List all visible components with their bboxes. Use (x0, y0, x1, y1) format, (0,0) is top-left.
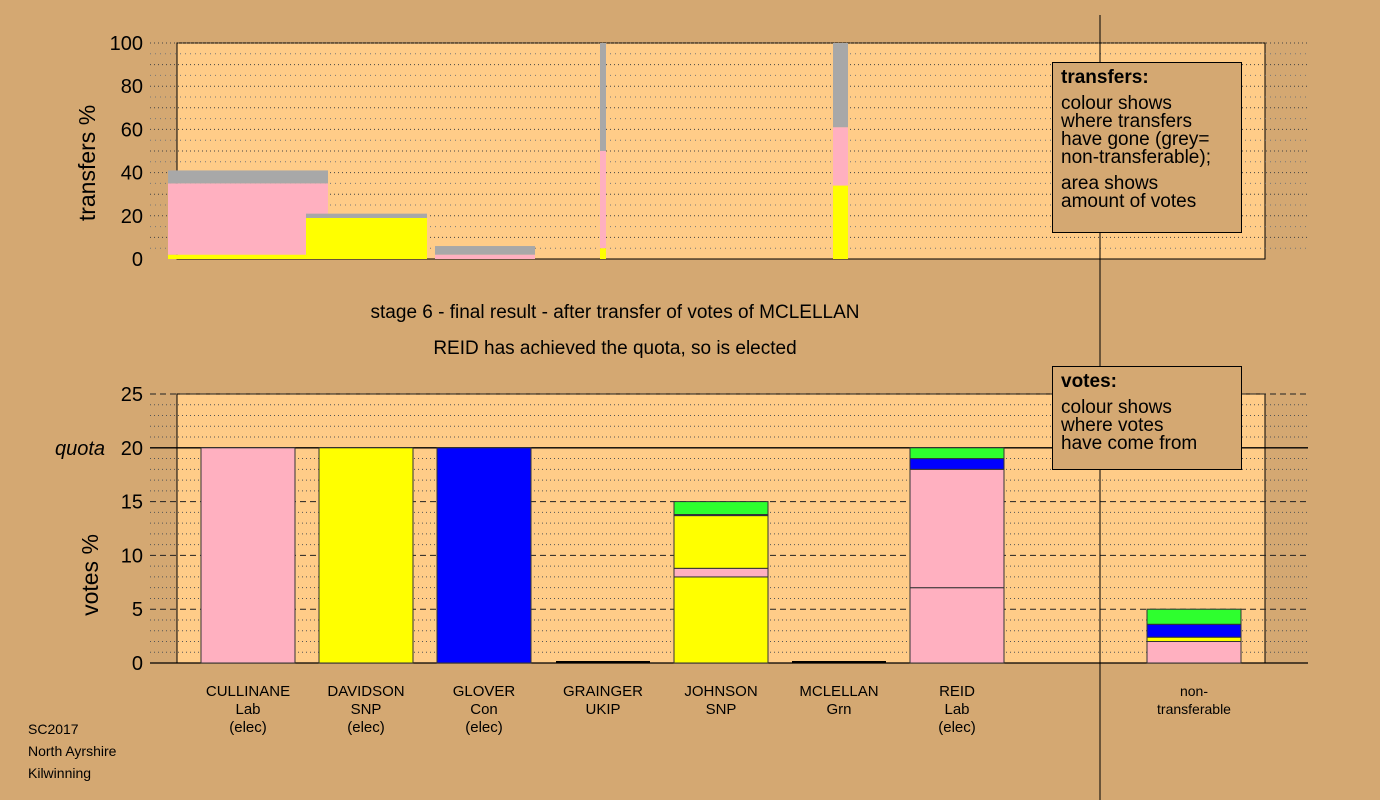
vote-segment-pink (909, 468, 1005, 589)
transfers-tick-label: 60 (121, 119, 143, 141)
votes-axis-label: votes % (77, 534, 103, 616)
candidate-label: SNP (706, 701, 737, 718)
votes-legend-line: colour shows (1061, 397, 1172, 418)
candidate-label: (elec) (465, 719, 503, 736)
vote-segment-pink (673, 567, 769, 578)
candidate-label: Lab (944, 701, 969, 718)
vote-segment-blue (436, 447, 532, 664)
ward-name: Kilwinning (28, 765, 92, 781)
result-caption: REID has achieved the quota, so is elect… (433, 338, 796, 359)
transfer-segment-yellow (833, 185, 848, 259)
candidate-label: JOHNSON (684, 683, 757, 700)
candidate-label: (elec) (938, 719, 976, 736)
vote-segment-pink (200, 447, 296, 664)
candidate-label: Lab (235, 701, 260, 718)
transfer-segment-pink (600, 151, 606, 249)
transfer-segment-yellow (168, 254, 328, 259)
transfer-segment-grey (168, 170, 328, 184)
transfers-tick-label: 0 (132, 249, 143, 271)
transfers-legend-title: transfers: (1061, 67, 1149, 88)
votes-legend-title: votes: (1061, 371, 1117, 392)
votes-legend: votes: colour shows where votes have com… (1052, 366, 1242, 470)
transfers-legend-line: non-transferable); (1061, 147, 1211, 168)
votes-legend-line: have come from (1061, 433, 1198, 454)
transfers-legend-line: where transfers (1061, 111, 1192, 132)
transfer-segment-pink (833, 127, 848, 186)
votes-tick-label: 5 (132, 599, 143, 621)
candidate-label: MCLELLAN (799, 683, 878, 700)
candidate-label: transferable (1157, 701, 1231, 717)
vote-segment-green (909, 447, 1005, 460)
council-name: North Ayrshire (28, 743, 117, 759)
transfers-axis-label: transfers % (74, 105, 100, 221)
quota-label: quota (55, 438, 105, 460)
candidate-label: (elec) (229, 719, 267, 736)
vote-segment-green (1146, 608, 1242, 625)
transfer-segment-grey (306, 213, 427, 218)
candidate-label: GRAINGER (563, 683, 643, 700)
vote-segment-yellow (1146, 636, 1242, 642)
election-code: SC2017 (28, 721, 79, 737)
vote-segment-pink (1146, 640, 1242, 664)
candidate-label: Grn (826, 701, 851, 718)
candidate-label: DAVIDSON (327, 683, 404, 700)
transfer-segment-yellow (600, 248, 606, 259)
candidate-label: (elec) (347, 719, 385, 736)
candidate-label: non- (1180, 683, 1208, 699)
candidate-label: SNP (351, 701, 382, 718)
vote-segment-yellow (318, 447, 414, 664)
candidate-label: GLOVER (453, 683, 516, 700)
transfers-legend-line: amount of votes (1061, 191, 1197, 212)
transfer-segment-grey (833, 43, 848, 128)
votes-tick-label: 25 (121, 384, 143, 406)
candidate-label: REID (939, 683, 975, 700)
transfers-legend-line: colour shows (1061, 93, 1172, 114)
votes-tick-label: 10 (121, 545, 143, 567)
candidate-label: Con (470, 701, 498, 718)
transfers-legend-line: have gone (grey= (1061, 129, 1210, 150)
transfers-tick-label: 80 (121, 76, 143, 98)
vote-segment-pink (909, 587, 1005, 664)
transfers-tick-label: 40 (121, 163, 143, 185)
votes-tick-label: 20 (121, 438, 143, 460)
transfers-legend: transfers: colour shows where transfers … (1052, 62, 1242, 233)
votes-tick-label: 0 (132, 653, 143, 675)
candidate-label: UKIP (585, 701, 620, 718)
vote-segment-yellow (673, 515, 769, 569)
vote-segment-green (673, 501, 769, 516)
candidate-label: CULLINANE (206, 683, 290, 700)
transfer-segment-grey (435, 246, 535, 255)
transfer-segment-grey (600, 43, 606, 151)
transfer-segment-yellow (306, 217, 427, 259)
stage-caption: stage 6 - final result - after transfer … (371, 302, 860, 323)
votes-tick-label: 15 (121, 492, 143, 514)
vote-segment-blue (1146, 623, 1242, 638)
transfer-segment-pink (435, 254, 535, 259)
transfer-segment-pink (168, 183, 328, 255)
footer-note: SC2017 North Ayrshire Kilwinning (28, 718, 116, 784)
vote-segment-yellow (673, 576, 769, 664)
transfers-tick-label: 100 (110, 33, 143, 55)
transfers-legend-line: area shows (1061, 173, 1159, 194)
vote-segment-blue (909, 458, 1005, 470)
transfers-tick-label: 20 (121, 206, 143, 228)
votes-legend-line: where votes (1061, 415, 1164, 436)
